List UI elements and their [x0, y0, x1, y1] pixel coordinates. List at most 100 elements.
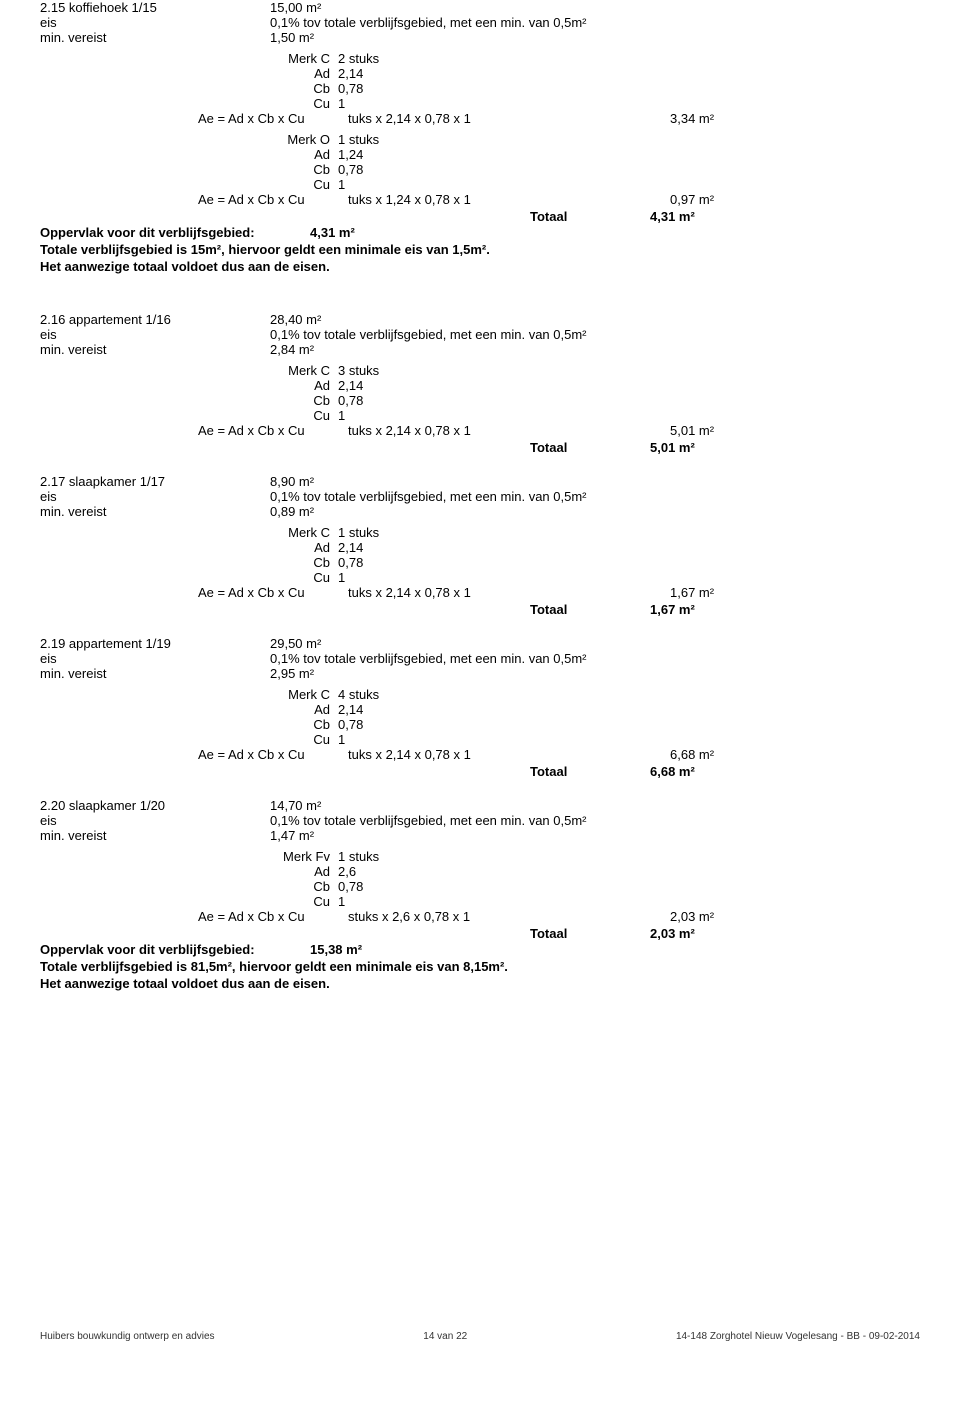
cb-value: 0,78 — [338, 162, 468, 177]
eis-value: 0,1% tov totale verblijfsgebied, met een… — [270, 489, 587, 504]
section-220: 2.20 slaapkamer 1/2014,70 m² eis0,1% tov… — [40, 798, 920, 991]
ad-value: 2,6 — [338, 864, 468, 879]
calc-block: Merk O1 stuks Ad1,24 Cb0,78 Cu1 Ae = Ad … — [180, 132, 920, 207]
ae-expr: tuks x 2,14 x 0,78 x 1 — [348, 423, 478, 438]
ae-expr: tuks x 1,24 x 0,78 x 1 — [348, 192, 478, 207]
room-title: 2.15 koffiehoek 1/15 — [40, 0, 270, 15]
eis-label: eis — [40, 489, 270, 504]
ad-label: Ad — [180, 147, 338, 162]
section-216: 2.16 appartement 1/1628,40 m² eis0,1% to… — [40, 312, 920, 456]
cu-label: Cu — [180, 177, 338, 192]
calc-block: Merk Fv1 stuks Ad2,6 Cb0,78 Cu1 Ae = Ad … — [180, 849, 920, 924]
cu-value: 1 — [338, 894, 468, 909]
ae-expr: tuks x 2,14 x 0,78 x 1 — [348, 585, 478, 600]
footer-left: Huibers bouwkundig ontwerp en advies — [40, 1331, 215, 1342]
oppervlak-label: Oppervlak voor dit verblijfsgebied: — [40, 942, 310, 957]
merk-label: Merk Fv — [180, 849, 338, 864]
oppervlak-value: 4,31 m² — [310, 225, 355, 240]
merk-value: 3 stuks — [338, 363, 468, 378]
total-value: 6,68 m² — [650, 764, 695, 779]
ae-result: 3,34 m² — [670, 111, 714, 126]
page-footer: Huibers bouwkundig ontwerp en advies 14 … — [40, 1331, 920, 1342]
cb-value: 0,78 — [338, 879, 468, 894]
cb-value: 0,78 — [338, 717, 468, 732]
ad-value: 2,14 — [338, 66, 468, 81]
cu-label: Cu — [180, 570, 338, 585]
ae-result: 0,97 m² — [670, 192, 714, 207]
ad-value: 2,14 — [338, 702, 468, 717]
ad-value: 2,14 — [338, 540, 468, 555]
room-title: 2.20 slaapkamer 1/20 — [40, 798, 270, 813]
total-label: Totaal — [530, 926, 567, 941]
eis-label: eis — [40, 813, 270, 828]
calc-block: Merk C4 stuks Ad2,14 Cb0,78 Cu1 Ae = Ad … — [180, 687, 920, 762]
ae-result: 6,68 m² — [670, 747, 714, 762]
cb-value: 0,78 — [338, 393, 468, 408]
ae-expr: stuks x 2,6 x 0,78 x 1 — [348, 909, 478, 924]
total-value: 2,03 m² — [650, 926, 695, 941]
room-area: 15,00 m² — [270, 0, 321, 15]
ae-result: 1,67 m² — [670, 585, 714, 600]
ae-formula: Ae = Ad x Cb x Cu — [180, 747, 348, 762]
total-label: Totaal — [530, 602, 567, 617]
calc-block: Merk C3 stuks Ad2,14 Cb0,78 Cu1 Ae = Ad … — [180, 363, 920, 438]
min-value: 0,89 m² — [270, 504, 314, 519]
cb-value: 0,78 — [338, 555, 468, 570]
section-219: 2.19 appartement 1/1929,50 m² eis0,1% to… — [40, 636, 920, 780]
ae-expr: tuks x 2,14 x 0,78 x 1 — [348, 747, 478, 762]
cu-value: 1 — [338, 408, 468, 423]
cb-label: Cb — [180, 555, 338, 570]
room-title: 2.19 appartement 1/19 — [40, 636, 270, 651]
cu-label: Cu — [180, 408, 338, 423]
ae-formula: Ae = Ad x Cb x Cu — [180, 192, 348, 207]
total-label: Totaal — [530, 209, 567, 224]
cb-label: Cb — [180, 393, 338, 408]
eis-label: eis — [40, 327, 270, 342]
eis-value: 0,1% tov totale verblijfsgebied, met een… — [270, 813, 587, 828]
cb-label: Cb — [180, 717, 338, 732]
page-content: 2.15 koffiehoek 1/1515,00 m² eis0,1% tov… — [0, 0, 960, 1360]
oppervlak-value: 15,38 m² — [310, 942, 362, 957]
cu-value: 1 — [338, 732, 468, 747]
ae-formula: Ae = Ad x Cb x Cu — [180, 111, 348, 126]
room-area: 29,50 m² — [270, 636, 321, 651]
oppervlak-label: Oppervlak voor dit verblijfsgebied: — [40, 225, 310, 240]
total-label: Totaal — [530, 440, 567, 455]
calc-block: Merk C1 stuks Ad2,14 Cb0,78 Cu1 Ae = Ad … — [180, 525, 920, 600]
cu-label: Cu — [180, 96, 338, 111]
ae-formula: Ae = Ad x Cb x Cu — [180, 909, 348, 924]
room-area: 28,40 m² — [270, 312, 321, 327]
room-area: 14,70 m² — [270, 798, 321, 813]
room-area: 8,90 m² — [270, 474, 314, 489]
cu-value: 1 — [338, 96, 468, 111]
eis-label: eis — [40, 651, 270, 666]
eis-value: 0,1% tov totale verblijfsgebied, met een… — [270, 651, 587, 666]
ae-result: 2,03 m² — [670, 909, 714, 924]
summary-line: Het aanwezige totaal voldoet dus aan de … — [40, 976, 920, 991]
ad-label: Ad — [180, 378, 338, 393]
ae-result: 5,01 m² — [670, 423, 714, 438]
cu-label: Cu — [180, 732, 338, 747]
ae-formula: Ae = Ad x Cb x Cu — [180, 585, 348, 600]
ad-label: Ad — [180, 540, 338, 555]
section-217: 2.17 slaapkamer 1/178,90 m² eis0,1% tov … — [40, 474, 920, 618]
total-value: 4,31 m² — [650, 209, 695, 224]
merk-label: Merk C — [180, 687, 338, 702]
ad-value: 2,14 — [338, 378, 468, 393]
summary-line: Totale verblijfsgebied is 15m², hiervoor… — [40, 242, 920, 257]
min-value: 1,47 m² — [270, 828, 314, 843]
total-value: 5,01 m² — [650, 440, 695, 455]
cu-value: 1 — [338, 177, 468, 192]
merk-label: Merk O — [180, 132, 338, 147]
merk-value: 1 stuks — [338, 849, 468, 864]
ae-formula: Ae = Ad x Cb x Cu — [180, 423, 348, 438]
merk-value: 2 stuks — [338, 51, 468, 66]
eis-value: 0,1% tov totale verblijfsgebied, met een… — [270, 15, 587, 30]
summary-line: Totale verblijfsgebied is 81,5m², hiervo… — [40, 959, 920, 974]
min-label: min. vereist — [40, 666, 270, 681]
merk-value: 4 stuks — [338, 687, 468, 702]
ad-label: Ad — [180, 66, 338, 81]
ad-label: Ad — [180, 702, 338, 717]
eis-label: eis — [40, 15, 270, 30]
min-label: min. vereist — [40, 30, 270, 45]
